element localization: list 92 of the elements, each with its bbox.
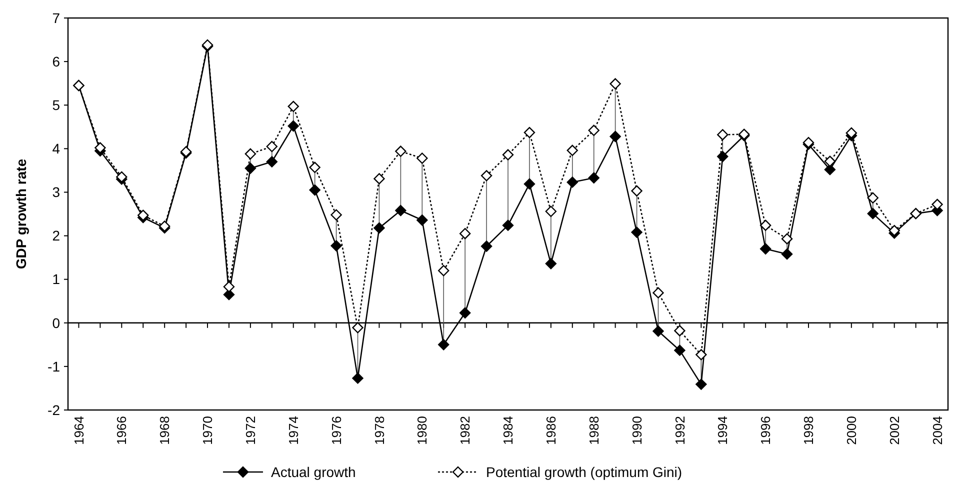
point (588, 172, 600, 184)
y-tick-label: 7 (52, 10, 60, 26)
point (717, 150, 728, 162)
point (266, 140, 278, 152)
point (138, 210, 149, 221)
point (524, 126, 536, 138)
point (867, 208, 878, 220)
point (824, 156, 836, 167)
point (330, 240, 342, 252)
y-tick-label: -1 (48, 358, 60, 374)
point (416, 214, 428, 226)
legend-label: Potential growth (optimum Gini) (486, 464, 682, 480)
point (502, 149, 514, 160)
point (824, 164, 836, 176)
point (631, 185, 642, 197)
point (867, 192, 878, 204)
point (524, 178, 536, 190)
x-tick-label: 1992 (672, 416, 688, 445)
point (566, 144, 578, 156)
point (374, 222, 385, 234)
y-tick-label: 5 (52, 97, 60, 114)
point (438, 339, 450, 350)
point (631, 226, 642, 238)
x-tick-label: 1974 (286, 416, 301, 445)
point (781, 248, 793, 260)
point (696, 349, 707, 360)
point (309, 184, 320, 196)
point (674, 344, 686, 356)
point (566, 176, 578, 188)
point (480, 240, 492, 252)
point (652, 287, 664, 298)
point (781, 233, 793, 244)
x-tick-label: 1976 (328, 416, 344, 445)
x-tick-label: 2002 (886, 416, 902, 445)
x-tick-label: 1968 (157, 416, 172, 445)
point (244, 148, 256, 160)
y-tick-label: 0 (52, 314, 60, 331)
point (459, 307, 471, 318)
point (309, 162, 320, 173)
point (760, 243, 772, 254)
x-tick-label: 1994 (715, 416, 730, 445)
point (610, 130, 621, 142)
point (352, 322, 364, 334)
point (288, 100, 299, 112)
point (459, 228, 471, 240)
point (395, 204, 406, 216)
point (438, 265, 450, 276)
point (502, 220, 514, 231)
x-tick-label: 1970 (200, 416, 216, 445)
x-tick-label: 1980 (414, 416, 430, 445)
point (888, 224, 900, 236)
point (223, 281, 235, 292)
point (330, 209, 342, 220)
point (610, 78, 621, 90)
x-tick-label: 1984 (500, 416, 516, 445)
point (674, 325, 686, 336)
x-tick-label: 1996 (758, 416, 774, 445)
point (717, 129, 728, 140)
y-tick-label: 3 (52, 184, 60, 200)
y-tick-label: 2 (52, 228, 60, 244)
legend-label: Actual growth (271, 464, 356, 480)
x-tick-label: 1966 (114, 416, 130, 445)
point (416, 152, 428, 164)
point (480, 170, 492, 182)
point (288, 120, 299, 132)
point (652, 326, 664, 337)
x-tick-label: 1972 (242, 416, 258, 445)
x-tick-label: 1990 (629, 416, 644, 445)
point (395, 146, 406, 157)
x-tick-label: 1986 (543, 416, 558, 445)
x-tick-label: 1964 (71, 416, 86, 445)
point (760, 220, 772, 231)
point (545, 258, 557, 270)
x-tick-label: 2004 (930, 416, 945, 445)
point (266, 156, 278, 168)
y-tick-label: 4 (52, 140, 60, 157)
point (374, 173, 385, 184)
y-tick-label: 6 (52, 53, 60, 70)
point (244, 162, 256, 174)
point (352, 372, 364, 384)
x-tick-label: 1978 (372, 416, 387, 445)
y-tick-label: -2 (48, 402, 60, 418)
x-tick-label: 1982 (458, 416, 473, 445)
point (94, 142, 106, 154)
y-tick-label: 1 (52, 271, 60, 288)
point (588, 124, 600, 136)
x-tick-label: 1998 (801, 416, 816, 445)
y-axis-title: GDP growth rate (13, 158, 29, 270)
x-tick-label: 1988 (586, 416, 602, 445)
point (545, 206, 557, 217)
point (696, 378, 707, 390)
x-tick-label: 2000 (844, 416, 859, 445)
